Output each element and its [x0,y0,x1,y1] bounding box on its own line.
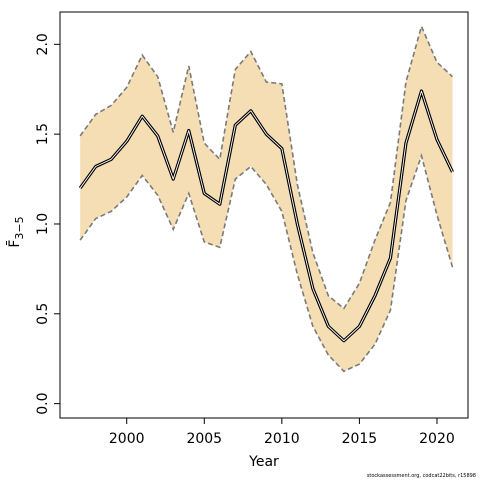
y-axis-title: F̄3−5 [5,216,26,247]
plot-frame [59,11,469,419]
y-axis: 0.0 0.5 1.0 1.5 2.0 [35,33,60,415]
plot-area [78,23,454,373]
x-tick-label: 2015 [342,431,378,447]
y-tick-label: 0.0 [35,392,51,414]
estimate-line [79,90,453,342]
x-axis: 2000 2005 2010 2015 2020 [109,418,455,447]
x-tick-label: 2000 [109,431,145,447]
x-tick-label: 2020 [419,431,455,447]
x-axis-title: Year [248,454,279,470]
y-axis-title-main: F̄ [5,240,23,248]
y-tick-label: 1.5 [35,123,51,145]
y-tick-label: 1.0 [35,213,51,235]
y-axis-title-subscript: 3−5 [13,216,26,239]
x-tick-label: 2005 [186,431,222,447]
credit-text: stockassessment.org, codcat22bits, r1589… [367,473,476,479]
x-tick-label: 2010 [264,431,300,447]
confidence-band [80,26,453,372]
lower-bound-line [79,152,454,373]
svg-text:F̄3−5: F̄3−5 [5,216,26,247]
upper-bound-line [79,23,454,310]
y-tick-label: 0.5 [35,303,51,325]
y-tick-label: 2.0 [35,33,51,55]
